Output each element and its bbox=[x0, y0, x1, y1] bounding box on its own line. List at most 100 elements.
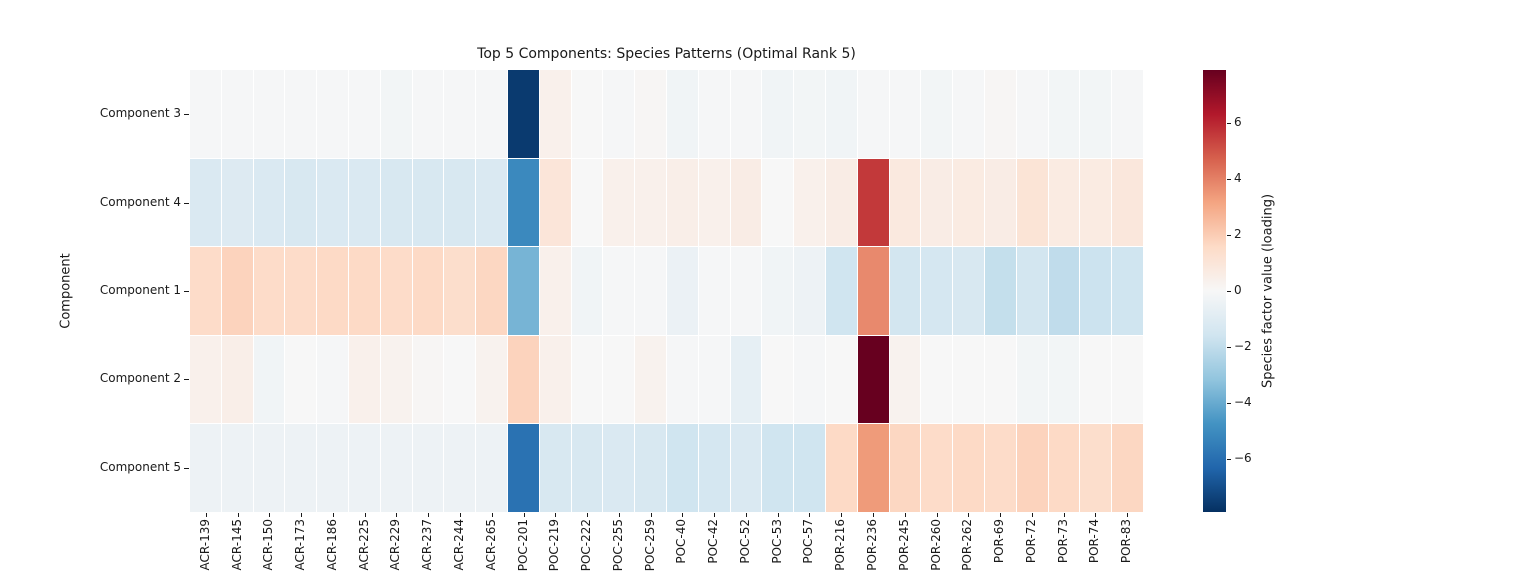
y-tick-label: Component 5 bbox=[99, 459, 181, 474]
x-tick-label: POC-219 bbox=[547, 519, 562, 572]
x-tick-label: POC-255 bbox=[610, 519, 625, 572]
colorbar-title: Species factor value (loading) bbox=[1260, 193, 1276, 389]
heatmap-cell bbox=[762, 158, 794, 247]
heatmap-cell bbox=[666, 158, 698, 247]
heatmap-cell bbox=[444, 424, 476, 512]
heatmap-cell bbox=[221, 70, 253, 158]
heatmap-cell bbox=[1048, 424, 1080, 512]
x-tick-mark bbox=[587, 513, 589, 517]
heatmap-cell bbox=[889, 70, 921, 158]
x-tick-mark bbox=[491, 513, 493, 517]
x-tick-mark bbox=[809, 513, 811, 517]
x-tick-mark bbox=[205, 513, 207, 517]
heatmap-cell bbox=[507, 335, 539, 424]
heatmap-cell bbox=[348, 70, 380, 158]
heatmap-cell bbox=[221, 424, 253, 512]
x-tick-mark bbox=[460, 513, 462, 517]
heatmap-cell bbox=[507, 424, 539, 512]
x-tick-mark bbox=[301, 513, 303, 517]
colorbar-tick-mark bbox=[1227, 291, 1231, 292]
heatmap-cell bbox=[698, 335, 730, 424]
x-tick-label: ACR-229 bbox=[388, 519, 403, 571]
heatmap-cell bbox=[1080, 335, 1112, 424]
heatmap-cell bbox=[794, 335, 825, 424]
colorbar-tick-mark bbox=[1227, 235, 1231, 237]
heatmap-cell bbox=[476, 424, 507, 512]
heatmap-cell bbox=[921, 158, 953, 247]
heatmap-cell bbox=[348, 424, 380, 512]
x-tick-mark bbox=[269, 513, 271, 517]
y-tick-label: Component 2 bbox=[99, 371, 181, 386]
heatmap-cell bbox=[698, 158, 730, 247]
x-tick-label: POC-52 bbox=[737, 519, 752, 564]
heatmap-cell bbox=[348, 158, 380, 247]
heatmap-cell bbox=[762, 247, 794, 335]
heatmap-cell bbox=[476, 335, 507, 424]
heatmap-cell bbox=[984, 424, 1016, 512]
heatmap-cell bbox=[380, 158, 412, 247]
x-tick-label: POR-72 bbox=[1023, 519, 1038, 564]
chart-title: Top 5 Components: Species Patterns (Opti… bbox=[477, 46, 856, 62]
heatmap-cell bbox=[825, 247, 857, 335]
heatmap-cell bbox=[857, 70, 889, 158]
heatmap-cell bbox=[730, 335, 762, 424]
heatmap-cell bbox=[412, 335, 444, 424]
heatmap-cell bbox=[190, 424, 221, 512]
heatmap-cell bbox=[253, 335, 285, 424]
x-tick-mark bbox=[904, 513, 906, 517]
heatmap-cell bbox=[698, 70, 730, 158]
colorbar-tick-label: −2 bbox=[1234, 338, 1252, 353]
heatmap-cell bbox=[317, 335, 348, 424]
x-tick-label: POC-57 bbox=[801, 519, 816, 564]
heatmap-cell bbox=[889, 158, 921, 247]
heatmap-cell bbox=[730, 158, 762, 247]
heatmap-cell bbox=[1080, 424, 1112, 512]
x-tick-mark bbox=[1000, 513, 1002, 517]
heatmap-cell bbox=[666, 70, 698, 158]
x-tick-label: POC-222 bbox=[579, 519, 594, 572]
heatmap-cell bbox=[507, 158, 539, 247]
heatmap-cell bbox=[825, 70, 857, 158]
heatmap-cell bbox=[984, 158, 1016, 247]
heatmap-cell bbox=[794, 424, 825, 512]
heatmap-cell bbox=[698, 247, 730, 335]
heatmap-cell bbox=[825, 335, 857, 424]
heatmap-cell bbox=[190, 247, 221, 335]
x-tick-label: ACR-150 bbox=[261, 519, 276, 571]
heatmap-cell bbox=[857, 247, 889, 335]
x-tick-label: ACR-265 bbox=[483, 519, 498, 571]
x-tick-label: POC-40 bbox=[674, 519, 689, 564]
y-tick-label: Component 1 bbox=[99, 283, 181, 297]
heatmap-cell bbox=[221, 247, 253, 335]
x-tick-mark bbox=[396, 513, 398, 517]
x-tick-label: POC-42 bbox=[706, 519, 721, 564]
heatmap-cell bbox=[921, 335, 953, 424]
heatmap-cell bbox=[953, 335, 984, 424]
x-tick-mark bbox=[332, 513, 334, 517]
heatmap-cell bbox=[762, 335, 794, 424]
x-tick-mark bbox=[618, 513, 620, 517]
y-tick-mark bbox=[184, 291, 189, 292]
heatmap-cell bbox=[539, 70, 571, 158]
colorbar-tick-mark bbox=[1227, 458, 1231, 460]
heatmap-cell bbox=[476, 70, 507, 158]
x-tick-mark bbox=[682, 513, 684, 517]
heatmap-cell bbox=[507, 247, 539, 335]
heatmap-cell bbox=[539, 335, 571, 424]
heatmap-cell bbox=[730, 424, 762, 512]
heatmap-cell bbox=[1112, 424, 1143, 512]
heatmap-cell bbox=[730, 70, 762, 158]
x-tick-label: POC-201 bbox=[515, 519, 530, 572]
x-tick-mark bbox=[364, 513, 366, 517]
x-tick-label: POR-260 bbox=[928, 519, 943, 571]
heatmap-cell bbox=[953, 70, 984, 158]
x-tick-mark bbox=[936, 513, 938, 517]
x-tick-mark bbox=[777, 513, 779, 517]
heatmap-cell bbox=[412, 70, 444, 158]
heatmap-cell bbox=[762, 70, 794, 158]
heatmap-cell bbox=[190, 335, 221, 424]
heatmap-cell bbox=[285, 335, 317, 424]
heatmap-cell bbox=[221, 158, 253, 247]
colorbar-tick-mark bbox=[1227, 123, 1231, 125]
heatmap-cell bbox=[190, 70, 221, 158]
